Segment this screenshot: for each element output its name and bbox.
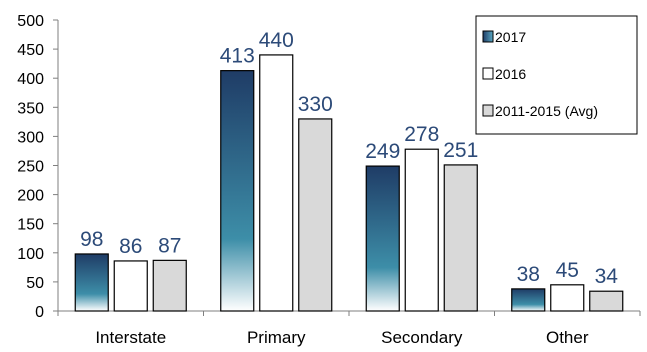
bar-2017-interstate bbox=[74, 253, 109, 312]
data-label: 34 bbox=[595, 265, 619, 288]
y-tick-label: 500 bbox=[17, 13, 44, 30]
legend-label: 2017 bbox=[495, 29, 526, 45]
legend: 2017 2016 2011-2015 (Avg) bbox=[475, 15, 638, 135]
y-tick-label: 0 bbox=[35, 304, 44, 321]
bar-2016-primary bbox=[259, 54, 294, 312]
x-tick-label: Secondary bbox=[381, 328, 463, 347]
bar-2011-2015-avg--other bbox=[589, 290, 624, 312]
y-tick-label: 300 bbox=[17, 129, 44, 146]
data-label: 45 bbox=[556, 259, 579, 282]
x-tick-label: Interstate bbox=[95, 328, 166, 347]
legend-swatch bbox=[482, 67, 494, 80]
x-tick-label: Primary bbox=[247, 328, 306, 347]
axes: 0 50 100 150 200 250 300 350 400 450 500 Interstate… bbox=[17, 13, 641, 347]
data-label: 98 bbox=[80, 228, 103, 251]
data-label: 38 bbox=[517, 263, 540, 286]
x-tick-label: Other bbox=[546, 328, 589, 347]
bar-2017-primary bbox=[220, 70, 255, 312]
bar-2017-other bbox=[511, 288, 546, 312]
data-label: 278 bbox=[404, 123, 439, 146]
bar-2017-secondary bbox=[365, 165, 400, 312]
bar-2016-interstate bbox=[113, 260, 148, 312]
y-tick-label: 200 bbox=[17, 188, 44, 205]
bar-2011-2015-avg--interstate bbox=[152, 259, 187, 312]
data-label: 440 bbox=[259, 29, 294, 52]
legend-swatch bbox=[482, 104, 494, 117]
y-tick-label: 400 bbox=[17, 71, 44, 88]
y-tick-label: 350 bbox=[17, 100, 44, 117]
data-label: 330 bbox=[298, 93, 333, 116]
legend-swatch bbox=[482, 30, 494, 43]
data-label: 87 bbox=[158, 234, 181, 257]
bar-2016-other bbox=[550, 284, 585, 312]
legend-box bbox=[475, 15, 638, 135]
data-label: 413 bbox=[220, 45, 255, 68]
legend-label: 2011-2015 (Avg) bbox=[495, 103, 598, 119]
data-label: 86 bbox=[119, 235, 142, 258]
y-tick-label: 150 bbox=[17, 217, 44, 234]
data-label: 251 bbox=[443, 139, 478, 162]
y-tick-label: 50 bbox=[26, 275, 44, 292]
y-tick-label: 250 bbox=[17, 159, 44, 176]
bar-2011-2015-avg--secondary bbox=[443, 164, 478, 312]
bars bbox=[74, 54, 624, 312]
y-tick-label: 100 bbox=[17, 246, 44, 263]
bar-2016-secondary bbox=[404, 148, 439, 312]
y-tick-label: 450 bbox=[17, 42, 44, 59]
bar-2011-2015-avg--primary bbox=[298, 118, 333, 312]
data-label: 249 bbox=[365, 140, 400, 163]
legend-label: 2016 bbox=[495, 66, 526, 82]
